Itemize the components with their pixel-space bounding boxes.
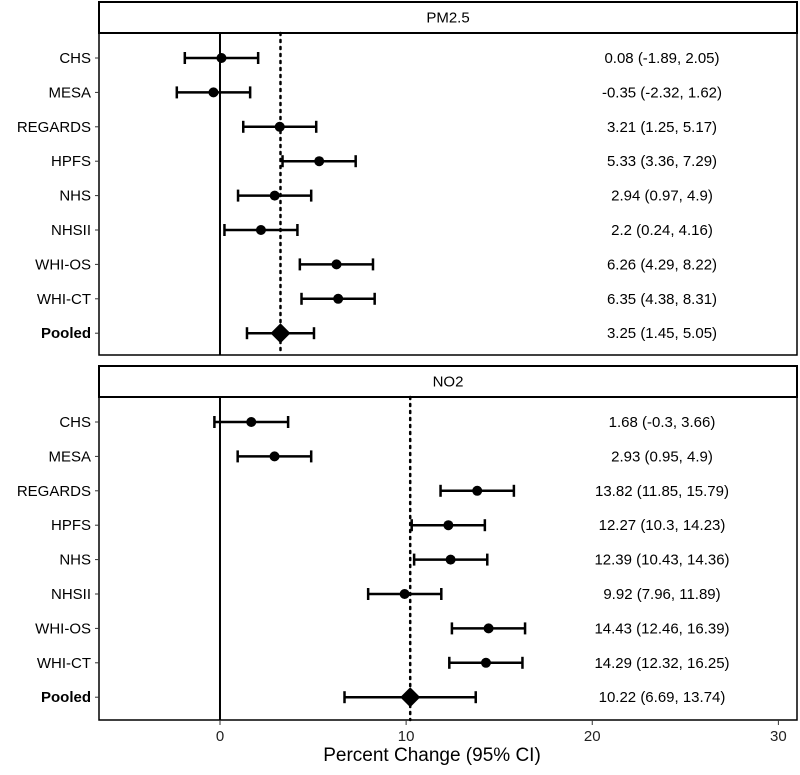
study-label: NHSII [51,222,91,239]
point-estimate [208,87,219,98]
point-estimate [333,293,344,304]
x-tick-label: 20 [584,728,601,745]
study-label: HPFS [51,153,91,170]
estimate-label: 6.35 (4.38, 8.31) [607,291,717,308]
estimate-label: -0.35 (-2.32, 1.62) [602,84,722,101]
estimate-label: 2.2 (0.24, 4.16) [611,222,713,239]
point-estimate [472,485,483,496]
point-estimate [331,259,342,270]
study-label: CHS [59,414,91,431]
panel-border [98,396,798,721]
point-estimate [483,623,494,634]
study-label: WHI-CT [37,655,91,672]
estimate-label: 10.22 (6.69, 13.74) [599,689,726,706]
point-estimate [443,520,454,531]
x-axis: 0 10 20 30 [216,720,787,745]
estimate-label: 12.27 (10.3, 14.23) [599,517,726,534]
pooled-label: Pooled [41,689,91,706]
panel-border [98,32,798,356]
study-label: REGARDS [17,483,91,500]
x-tick-label: 10 [398,728,415,745]
x-axis-title: Percent Change (95% CI) [323,745,541,766]
study-label: WHI-CT [37,291,91,308]
estimate-label: 1.68 (-0.3, 3.66) [609,414,716,431]
study-label: HPFS [51,517,91,534]
point-estimate [255,225,266,235]
point-estimate [314,156,325,167]
estimate-label: 14.29 (12.32, 16.25) [594,655,729,672]
estimate-label: 3.21 (1.25, 5.17) [607,119,717,136]
study-label: WHI-OS [35,620,91,637]
point-estimate [274,121,285,132]
estimate-label: 14.43 (12.46, 16.39) [594,620,729,637]
point-estimate [269,190,280,201]
study-label: WHI-OS [35,256,91,273]
estimate-label: 13.82 (11.85, 15.79) [595,483,729,500]
study-label: NHS [59,188,91,205]
panel-title: PM2.5 [426,10,469,27]
study-label: MESA [48,448,91,465]
point-estimate [445,554,456,565]
pooled-estimate-diamond [270,323,291,344]
estimate-label: 6.26 (4.29, 8.22) [607,256,717,273]
panel-title: NO2 [433,374,464,391]
estimate-label: 2.94 (0.97, 4.9) [611,188,713,205]
panel-strip [98,1,798,34]
point-estimate [246,417,257,427]
point-estimate [399,589,410,599]
study-label: MESA [48,84,91,101]
x-tick-label: 30 [770,728,787,745]
study-label: REGARDS [17,119,91,136]
estimate-label: 9.92 (7.96, 11.89) [603,586,720,603]
study-label: NHSII [51,586,91,603]
estimate-label: 3.25 (1.45, 5.05) [607,325,717,342]
study-label: NHS [59,552,91,569]
point-estimate [269,451,280,462]
point-estimate [480,657,491,668]
estimate-label: 5.33 (3.36, 7.29) [607,153,717,170]
panel-strip [98,365,798,398]
study-label: CHS [59,50,91,67]
estimate-label: 12.39 (10.43, 14.36) [594,552,729,569]
panel-1: NO2 CHS 1.68 (-0.3, 3.66) MESA 2.93 (0.95, 4… [17,365,798,722]
pooled-estimate-diamond [400,687,421,708]
panels-layer: PM2.5 CHS 0.08 (-1.89, 2.05) MESA -0.35 (-2.… [17,1,798,722]
estimate-label: 0.08 (-1.89, 2.05) [604,50,719,67]
point-estimate [216,53,227,63]
panel-0: PM2.5 CHS 0.08 (-1.89, 2.05) MESA -0.35 (-2.… [17,1,798,357]
pooled-label: Pooled [41,325,91,342]
estimate-label: 2.93 (0.95, 4.9) [611,448,713,465]
x-tick-label: 0 [216,728,224,745]
